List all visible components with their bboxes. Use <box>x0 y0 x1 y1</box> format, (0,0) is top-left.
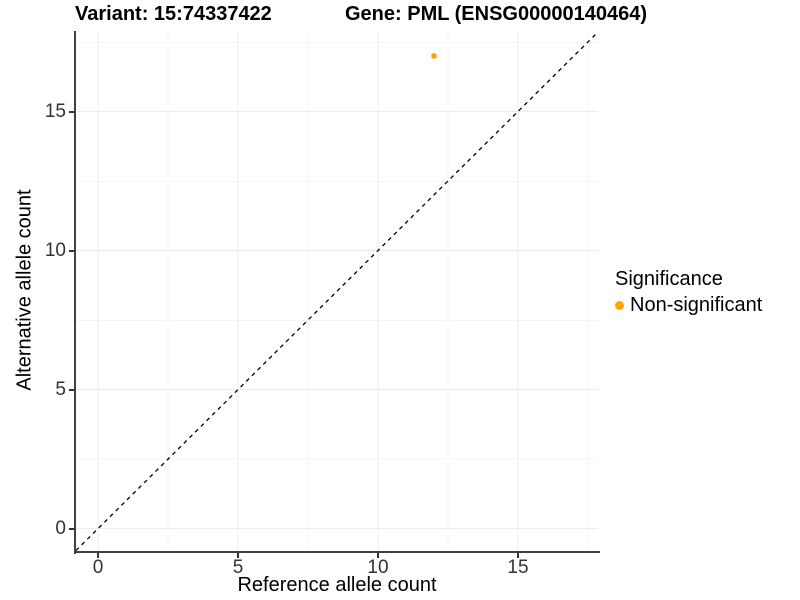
x-tick-label: 15 <box>507 557 529 578</box>
data-point[interactable] <box>431 53 437 59</box>
x-tick-mark <box>377 553 379 558</box>
y-tick-label: 15 <box>44 100 66 122</box>
grid-major <box>76 31 598 552</box>
y-tick-mark <box>69 527 74 530</box>
x-tick-label: 0 <box>92 557 104 578</box>
legend-title: Significance <box>615 268 723 290</box>
dot-icon <box>615 301 624 310</box>
y-axis-title: Alternative allele count <box>13 189 36 391</box>
y-axis-line <box>74 31 76 554</box>
y-tick-label: 10 <box>44 239 66 261</box>
x-tick-mark <box>97 553 99 558</box>
x-tick-mark <box>517 553 519 558</box>
gene-title: Gene: PML (ENSG00000140464) <box>345 3 648 25</box>
plot-panel <box>75 31 599 552</box>
plot-canvas <box>75 31 599 552</box>
x-tick-label: 5 <box>232 557 244 578</box>
y-tick-mark <box>69 110 74 113</box>
x-axis-title: Reference allele count <box>237 574 437 596</box>
y-tick-label: 0 <box>55 517 66 539</box>
y-tick-label: 5 <box>55 378 66 400</box>
x-tick-mark <box>237 553 239 558</box>
identity-line <box>75 31 599 551</box>
y-tick-mark <box>69 388 74 391</box>
legend-item-label: Non-significant <box>630 294 763 316</box>
x-tick-label: 10 <box>367 557 389 578</box>
y-tick-mark <box>69 249 74 252</box>
legend: Significance Non-significant <box>615 268 762 317</box>
grid-minor <box>76 31 598 552</box>
variant-title: Variant: 15:74337422 <box>75 3 272 25</box>
legend-item-non-significant[interactable]: Non-significant <box>615 294 762 317</box>
x-axis-line <box>74 551 600 553</box>
